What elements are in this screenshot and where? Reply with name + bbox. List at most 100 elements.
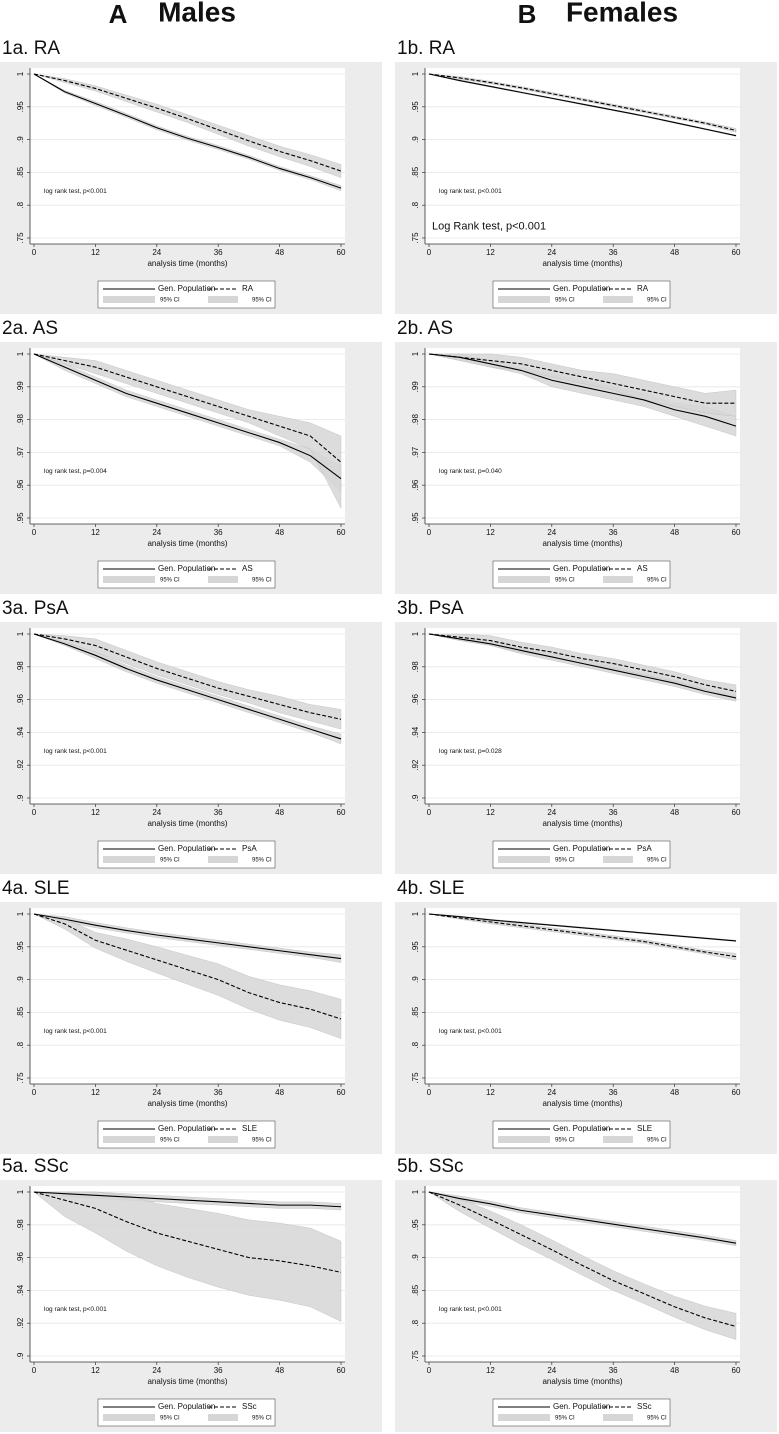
panel: 1b. RA .75 .8 .85 .9 .95 1 0 12 24 36 48 60 analysis … bbox=[395, 38, 777, 314]
y-tick-label: .95 bbox=[16, 941, 25, 953]
annotation: Log Rank test, p<0.001 bbox=[432, 220, 546, 232]
y-tick-label: .95 bbox=[411, 101, 420, 113]
y-tick-label: .85 bbox=[16, 166, 25, 178]
legend-ci-swatch bbox=[603, 856, 633, 863]
x-tick-label: 60 bbox=[337, 248, 346, 257]
x-tick-label: 0 bbox=[32, 808, 37, 817]
x-tick-label: 60 bbox=[732, 1088, 741, 1097]
x-axis-label: analysis time (months) bbox=[147, 1099, 227, 1108]
legend-box bbox=[97, 1398, 276, 1427]
legend-label: SSc bbox=[637, 1402, 652, 1411]
legend-ci-swatch bbox=[208, 1136, 238, 1143]
panel: 5b. SSc .75 .8 .85 .9 .95 1 0 12 24 36 48 60 analysis… bbox=[395, 1156, 777, 1432]
legend-box bbox=[97, 560, 276, 589]
panel-title: 5b. SSc bbox=[397, 1156, 464, 1177]
y-tick-label: 1 bbox=[411, 1189, 420, 1194]
y-tick-label: 1 bbox=[16, 71, 25, 76]
legend-box bbox=[492, 280, 671, 309]
x-tick-label: 48 bbox=[670, 1366, 679, 1375]
legend-ci-label: 95% CI bbox=[647, 1138, 667, 1144]
panel-title: 1b. RA bbox=[397, 38, 455, 59]
x-tick-label: 0 bbox=[32, 1366, 37, 1375]
x-tick-label: 36 bbox=[609, 1366, 618, 1375]
legend-label: Gen. Population bbox=[158, 1402, 215, 1411]
legend-label: Gen. Population bbox=[553, 1124, 610, 1133]
survival-line bbox=[428, 633, 737, 699]
y-tick-label: .8 bbox=[411, 1041, 420, 1048]
x-tick-label: 24 bbox=[152, 808, 161, 817]
x-tick-label: 36 bbox=[214, 1088, 223, 1097]
y-tick-label: .85 bbox=[411, 1006, 420, 1018]
y-tick-label: .8 bbox=[411, 1319, 420, 1326]
legend-box bbox=[97, 840, 276, 869]
legend-label: RA bbox=[637, 284, 649, 293]
column-letter: B bbox=[518, 0, 537, 29]
x-axis-label: analysis time (months) bbox=[542, 1099, 622, 1108]
survival-line bbox=[33, 1191, 342, 1208]
panel-title: 5a. SSc bbox=[2, 1156, 69, 1177]
legend-label: Gen. Population bbox=[553, 1402, 610, 1411]
x-tick-label: 60 bbox=[732, 808, 741, 817]
legend-label: RA bbox=[242, 284, 254, 293]
x-tick-label: 12 bbox=[486, 1088, 495, 1097]
legend-ci-swatch bbox=[103, 296, 155, 303]
legend-box bbox=[97, 280, 276, 309]
x-axis-label: analysis time (months) bbox=[147, 259, 227, 268]
x-tick-label: 0 bbox=[32, 248, 37, 257]
x-tick-label: 12 bbox=[486, 808, 495, 817]
y-tick-label: .96 bbox=[411, 479, 420, 491]
x-tick-label: 60 bbox=[337, 808, 346, 817]
y-tick-label: .95 bbox=[16, 512, 25, 524]
legend-label: Gen. Population bbox=[158, 284, 215, 293]
x-tick-label: 12 bbox=[91, 528, 100, 537]
y-tick-label: .92 bbox=[16, 759, 25, 771]
x-tick-label: 48 bbox=[670, 808, 679, 817]
x-tick-label: 0 bbox=[32, 528, 37, 537]
x-axis-label: analysis time (months) bbox=[542, 1377, 622, 1386]
legend-ci-label: 95% CI bbox=[555, 858, 575, 864]
x-tick-label: 36 bbox=[609, 1088, 618, 1097]
y-tick-label: .94 bbox=[16, 1284, 25, 1296]
survival-line bbox=[428, 913, 737, 942]
legend-ci-label: 95% CI bbox=[555, 1138, 575, 1144]
legend-box bbox=[492, 1398, 671, 1427]
x-axis-label: analysis time (months) bbox=[147, 819, 227, 828]
x-tick-label: 24 bbox=[547, 248, 556, 257]
legend-ci-label: 95% CI bbox=[252, 1416, 272, 1422]
y-tick-label: 1 bbox=[16, 351, 25, 356]
column-title: Females bbox=[566, 0, 678, 27]
panel: 2b. AS .95 .96 .97 .98 .99 1 0 12 24 36 48 60 analysi… bbox=[395, 318, 777, 594]
x-tick-label: 60 bbox=[337, 1088, 346, 1097]
panel: 4a. SLE .75 .8 .85 .9 .95 1 0 12 24 36 48 60 analysis… bbox=[0, 878, 382, 1154]
panel-title: 2b. AS bbox=[397, 318, 453, 339]
legend-ci-label: 95% CI bbox=[252, 1138, 272, 1144]
legend-label: Gen. Population bbox=[553, 564, 610, 573]
legend-label: Gen. Population bbox=[158, 564, 215, 573]
y-tick-label: .95 bbox=[411, 512, 420, 524]
y-tick-label: .75 bbox=[16, 232, 25, 244]
panel-title: 2a. AS bbox=[2, 318, 58, 339]
y-tick-label: .98 bbox=[16, 1219, 25, 1231]
x-axis-label: analysis time (months) bbox=[542, 819, 622, 828]
x-tick-label: 12 bbox=[91, 1088, 100, 1097]
y-tick-label: .85 bbox=[411, 166, 420, 178]
x-tick-label: 36 bbox=[609, 808, 618, 817]
survival-line bbox=[33, 353, 342, 480]
x-tick-label: 48 bbox=[275, 1088, 284, 1097]
panel: 3b. PsA .9 .92 .94 .96 .98 1 0 12 24 36 48 60 analysi… bbox=[395, 598, 777, 874]
x-tick-label: 0 bbox=[427, 1366, 432, 1375]
survival-line bbox=[33, 73, 342, 189]
legend-ci-label: 95% CI bbox=[160, 578, 180, 584]
legend-box bbox=[492, 560, 671, 589]
survival-line bbox=[428, 1191, 737, 1244]
legend-ci-label: 95% CI bbox=[647, 298, 667, 304]
x-tick-label: 36 bbox=[214, 528, 223, 537]
legend-ci-swatch bbox=[498, 856, 550, 863]
legend-label: Gen. Population bbox=[158, 844, 215, 853]
x-tick-label: 12 bbox=[486, 528, 495, 537]
x-tick-label: 36 bbox=[609, 248, 618, 257]
y-tick-label: .85 bbox=[16, 1006, 25, 1018]
y-tick-label: .92 bbox=[411, 759, 420, 771]
y-tick-label: .8 bbox=[16, 201, 25, 208]
legend-ci-swatch bbox=[103, 1414, 155, 1421]
